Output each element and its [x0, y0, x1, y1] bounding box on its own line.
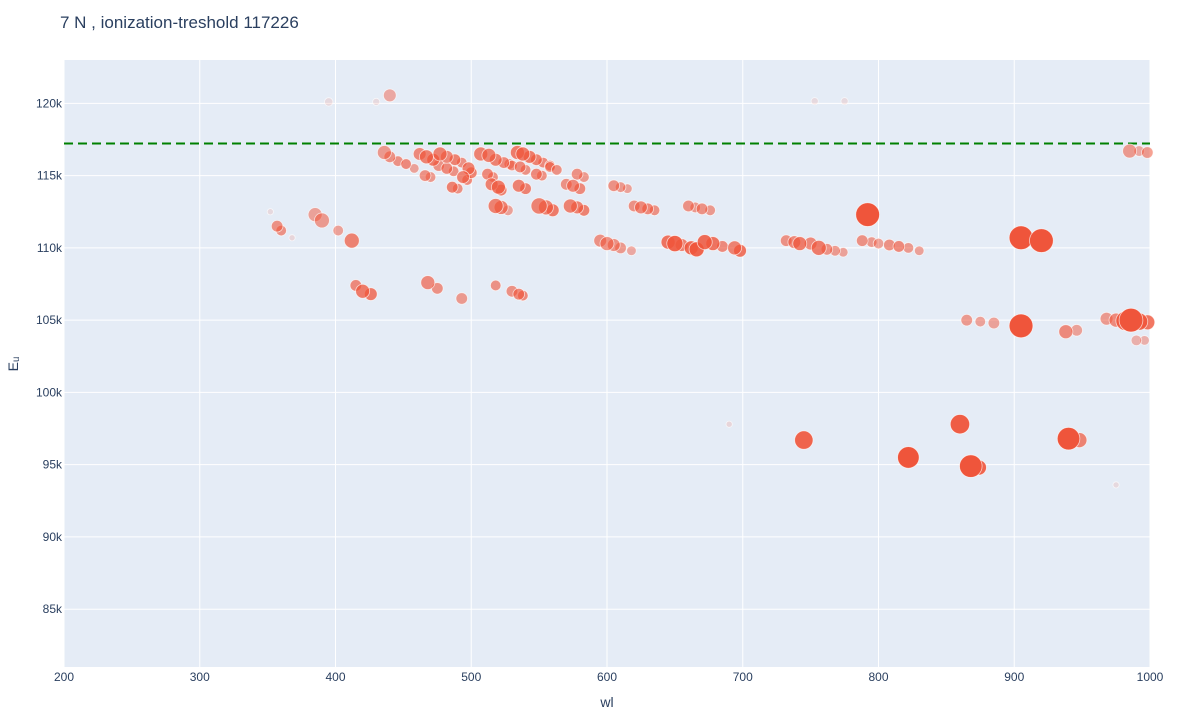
scatter-point: [666, 235, 684, 253]
scatter-point: [420, 275, 436, 290]
scatter-point: [897, 446, 920, 469]
x-tick-label: 700: [733, 670, 753, 684]
y-tick-label: 105k: [36, 313, 63, 327]
x-tick-label: 500: [461, 670, 481, 684]
scatter-point: [872, 237, 885, 250]
scatter-point: [840, 97, 849, 106]
scatter-point: [372, 97, 381, 106]
x-tick-label: 1000: [1137, 670, 1164, 684]
y-tick-label: 110k: [37, 241, 63, 255]
y-tick-label: 120k: [36, 96, 63, 110]
scatter-point: [530, 197, 548, 215]
scatter-point: [987, 316, 1001, 330]
scatter-point: [324, 97, 334, 107]
scatter-point: [562, 198, 578, 214]
scatter-point: [725, 420, 733, 428]
scatter-point: [959, 454, 983, 478]
y-tick-label: 90k: [43, 530, 63, 544]
scatter-point: [1056, 426, 1081, 451]
scatter-point: [1029, 228, 1054, 253]
scatter-point: [1112, 481, 1120, 489]
y-tick-label: 85k: [43, 602, 63, 616]
scatter-point: [382, 88, 397, 103]
scatter-point: [343, 232, 360, 249]
scatter-point: [456, 170, 470, 184]
scatter-point: [455, 292, 468, 305]
x-tick-label: 200: [54, 670, 74, 684]
scatter-point: [960, 313, 973, 327]
y-axis-title: Eᵤ: [5, 357, 21, 372]
y-tick-label: 115k: [37, 169, 63, 183]
x-tick-label: 800: [868, 670, 888, 684]
marker-layer: [266, 88, 1156, 489]
x-axis-title: wl: [599, 694, 613, 710]
scatter-point: [512, 287, 525, 301]
scatter-point: [974, 315, 987, 328]
scatter-point: [551, 164, 563, 176]
scatter-point: [607, 179, 620, 192]
x-tick-label: 900: [1004, 670, 1024, 684]
scatter-point: [419, 149, 434, 165]
scatter-point: [446, 180, 459, 194]
scatter-point: [376, 145, 392, 160]
scatter-point: [1141, 146, 1154, 159]
scatter-point: [1122, 143, 1138, 159]
scatter-point: [513, 160, 527, 174]
scatter-point: [1008, 313, 1034, 339]
scatter-point: [418, 169, 432, 182]
scatter-point: [626, 245, 637, 256]
scatter-point: [400, 158, 412, 170]
scatter-point: [1008, 225, 1034, 251]
scatter-point: [792, 236, 808, 251]
scatter-point: [810, 97, 819, 106]
scatter-point: [511, 178, 526, 193]
scatter-point: [855, 202, 880, 227]
scatter-point: [634, 200, 648, 215]
scatter-point: [892, 240, 906, 253]
scatter-point: [794, 430, 814, 450]
scatter-point: [432, 146, 448, 162]
scatter-point: [270, 220, 284, 233]
y-tick-label: 100k: [36, 385, 63, 399]
scatter-point: [914, 245, 925, 256]
scatter-point: [314, 212, 330, 229]
scatter-point: [1058, 324, 1074, 340]
x-tick-label: 400: [325, 670, 345, 684]
scatter-point: [856, 234, 869, 247]
scatter-point: [530, 167, 543, 181]
scatter-point: [1118, 307, 1144, 333]
scatter-point: [695, 202, 709, 216]
scatter-point: [266, 208, 274, 216]
scatter-point: [696, 234, 713, 251]
scatter-point: [566, 178, 580, 193]
tick-layer: 200 300 400 500 600 700 800 900 1000 85k 90k 95k 100…: [36, 96, 1164, 684]
scatter-point: [288, 234, 296, 242]
scatter-point: [810, 239, 827, 256]
x-tick-label: 600: [597, 670, 617, 684]
chart-title: 7 N , ionization-treshold 117226: [60, 13, 299, 32]
scatter-point: [332, 224, 344, 237]
scatter-point: [570, 167, 584, 181]
x-tick-label: 300: [190, 670, 210, 684]
y-tick-label: 95k: [43, 458, 63, 472]
scatter-point: [440, 162, 454, 175]
scatter-point: [515, 146, 531, 162]
scatter-point: [727, 240, 743, 256]
scatter-point: [949, 414, 971, 435]
scatter-point: [489, 279, 502, 292]
scatter-point: [355, 283, 371, 299]
scatter-point: [490, 179, 506, 195]
scatter-point: [1139, 335, 1150, 346]
scatter-point: [487, 198, 504, 214]
scatter-point: [481, 147, 497, 163]
scatter-point: [599, 236, 615, 251]
scatter-point: [682, 199, 695, 213]
scatter-point: [1130, 334, 1143, 347]
